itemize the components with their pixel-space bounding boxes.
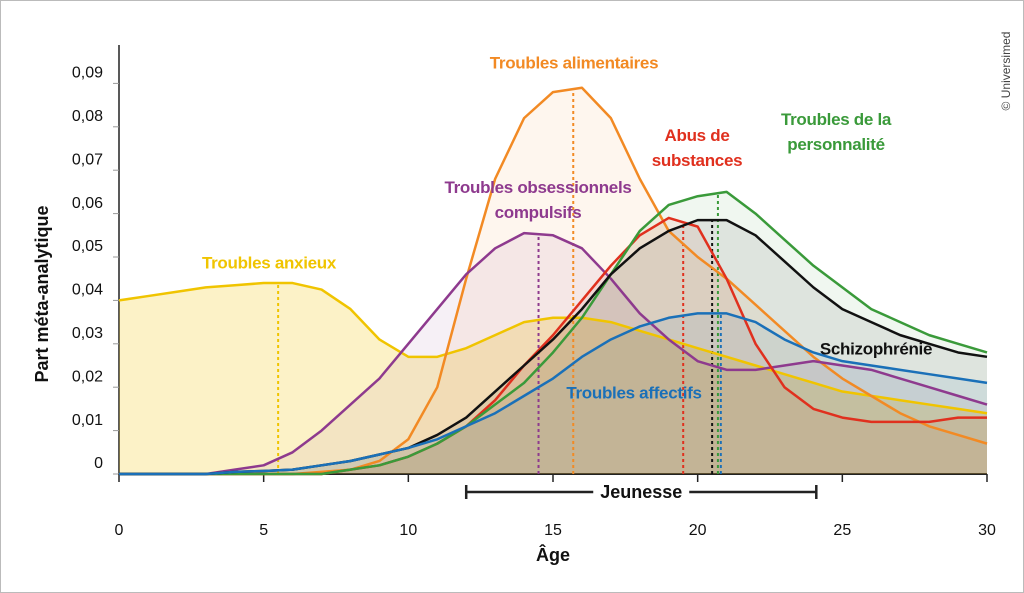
line <box>119 312 988 476</box>
series-label: Troubles anxieux <box>201 253 337 273</box>
y-tick-label: 0,04 <box>72 282 103 299</box>
area <box>119 313 987 474</box>
line <box>119 231 988 476</box>
y-tick-label: 0,08 <box>72 108 103 125</box>
x-tick-label: 20 <box>689 522 707 539</box>
x-tick-label: 30 <box>978 522 996 539</box>
y-tick-label: 0,07 <box>72 151 103 168</box>
y-axis-label: Part méta-analytique <box>32 205 52 382</box>
x-tick-label: 15 <box>544 522 562 539</box>
y-tick-label: 0,01 <box>72 412 103 429</box>
y-tick-label: 0,02 <box>72 368 103 385</box>
y-tick-label: 0,05 <box>72 238 103 255</box>
x-tick-label: 5 <box>259 522 268 539</box>
area <box>119 217 987 474</box>
y-tick-label: 0,09 <box>72 65 103 82</box>
line <box>119 190 988 476</box>
x-tick-label: 0 <box>115 522 124 539</box>
x-axis-label: Âge <box>536 544 570 565</box>
series-label: Troubles alimentaires <box>489 53 659 73</box>
y-tick-label: 0,06 <box>72 195 103 212</box>
series-label: Schizophrénie <box>819 339 933 359</box>
y-tick-label: 0,03 <box>72 325 103 342</box>
series-label: Abus de substances <box>651 126 743 170</box>
y-tick-label: 0 <box>94 455 103 472</box>
range-label: Jeunesse <box>600 482 682 502</box>
series-label: Troubles de la personnalité <box>780 110 892 154</box>
area <box>119 191 987 474</box>
series-label: Troubles affectifs <box>566 383 702 403</box>
x-tick-label: 25 <box>833 522 851 539</box>
x-tick-label: 10 <box>399 522 417 539</box>
credit: © Universimed <box>999 32 1013 111</box>
area <box>119 87 987 475</box>
line <box>118 281 988 415</box>
area <box>119 220 987 474</box>
series-label: Troubles obsessionnels compulsifs <box>444 178 632 222</box>
range-label-bg <box>593 481 690 503</box>
